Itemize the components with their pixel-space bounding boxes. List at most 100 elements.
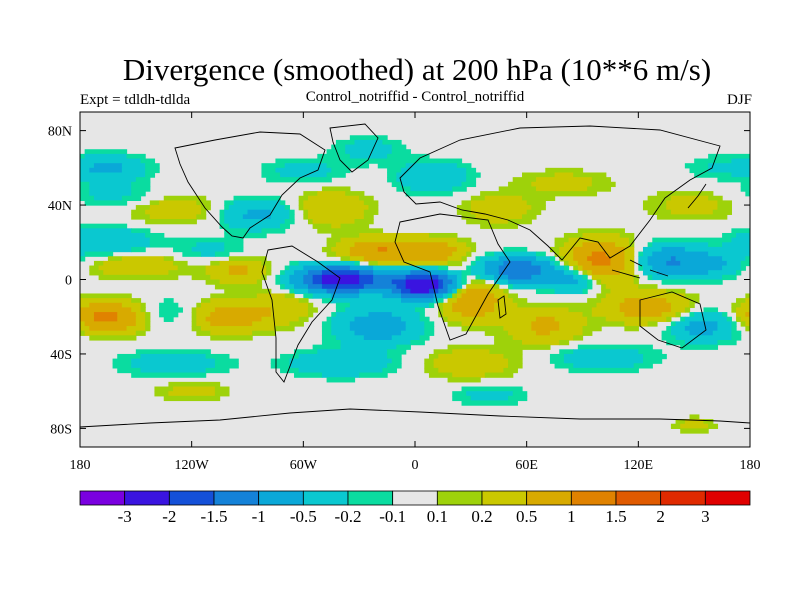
field-cell bbox=[377, 246, 388, 253]
field-cell bbox=[335, 302, 351, 309]
field-cell bbox=[722, 232, 737, 239]
field-cell bbox=[526, 209, 542, 215]
colorbar-swatch bbox=[660, 490, 706, 506]
field-cell bbox=[219, 219, 225, 225]
field-cell bbox=[526, 200, 546, 206]
field-cell bbox=[135, 205, 151, 211]
field-cell bbox=[452, 279, 458, 285]
field-cell bbox=[275, 158, 463, 164]
field-cell bbox=[89, 186, 132, 192]
field-cell bbox=[642, 265, 653, 271]
field-cell bbox=[173, 260, 188, 267]
field-cell bbox=[591, 177, 612, 183]
chart-title: Divergence (smoothed) at 200 hPa (10**6 … bbox=[122, 52, 712, 87]
field-cell bbox=[480, 223, 518, 229]
field-cell bbox=[387, 349, 407, 355]
field-cell bbox=[382, 293, 402, 299]
field-cell bbox=[633, 274, 639, 281]
field-cell bbox=[149, 200, 160, 206]
field-cell bbox=[205, 279, 221, 285]
field-cell bbox=[117, 316, 137, 322]
field-cell bbox=[205, 270, 230, 276]
field-cell bbox=[740, 265, 746, 271]
field-cell bbox=[554, 242, 565, 248]
field-cell bbox=[666, 205, 719, 211]
field-cell bbox=[591, 181, 616, 188]
field-cell bbox=[582, 312, 593, 318]
field-cell bbox=[689, 302, 695, 309]
field-cell bbox=[340, 339, 411, 346]
comparison-label: Control_notriffid - Control_notriffid bbox=[305, 89, 525, 105]
field-cell bbox=[200, 302, 309, 309]
field-cell bbox=[284, 163, 328, 169]
field-cell bbox=[494, 279, 509, 285]
field-cell bbox=[80, 167, 90, 174]
field-cell bbox=[261, 172, 281, 178]
field-cell bbox=[559, 349, 574, 355]
field-cell bbox=[196, 307, 216, 313]
field-cell bbox=[559, 339, 570, 346]
field-cell bbox=[196, 200, 211, 206]
field-cell bbox=[145, 219, 197, 225]
field-cell bbox=[368, 205, 379, 211]
field-cell bbox=[354, 330, 402, 336]
field-cell bbox=[80, 228, 132, 234]
field-cell bbox=[652, 251, 709, 257]
field-cell bbox=[438, 298, 444, 304]
field-cell bbox=[731, 228, 750, 234]
field-cell bbox=[480, 191, 598, 197]
field-cell bbox=[405, 163, 458, 169]
field-cell bbox=[554, 172, 574, 178]
colorbar-label: 0.1 bbox=[427, 507, 448, 526]
field-cell bbox=[168, 270, 207, 276]
field-cell bbox=[387, 246, 458, 253]
field-cell bbox=[466, 251, 472, 257]
field-cell bbox=[117, 312, 137, 318]
field-cell bbox=[466, 172, 481, 178]
field-cell bbox=[456, 293, 463, 299]
field-cell bbox=[303, 205, 370, 211]
field-cell bbox=[577, 228, 625, 234]
field-cell bbox=[326, 242, 337, 248]
field-cell bbox=[200, 298, 211, 304]
field-cell bbox=[349, 246, 379, 253]
field-cell bbox=[494, 302, 518, 309]
field-cell bbox=[573, 251, 593, 257]
field-cell bbox=[666, 298, 691, 304]
field-cell bbox=[359, 372, 388, 378]
field-cell bbox=[708, 163, 750, 169]
field-cell bbox=[224, 232, 267, 239]
field-cell bbox=[117, 353, 142, 360]
field-cell bbox=[573, 270, 579, 276]
field-cell bbox=[233, 200, 281, 206]
field-cell bbox=[736, 232, 750, 239]
field-cell bbox=[624, 260, 635, 267]
field-cell bbox=[563, 265, 570, 271]
field-cell bbox=[131, 298, 142, 304]
field-cell bbox=[317, 349, 388, 355]
field-cell bbox=[424, 358, 435, 364]
field-cell bbox=[452, 395, 472, 402]
field-cell bbox=[647, 195, 672, 201]
field-cell bbox=[591, 251, 607, 257]
field-cell bbox=[535, 316, 556, 322]
field-cell bbox=[121, 195, 142, 201]
field-cell bbox=[289, 214, 295, 220]
field-cell bbox=[582, 265, 625, 271]
field-cell bbox=[80, 326, 90, 332]
field-cell bbox=[447, 321, 463, 327]
field-cell bbox=[377, 260, 449, 267]
field-cell bbox=[549, 330, 584, 336]
field-cell bbox=[140, 367, 207, 374]
field-cell bbox=[438, 279, 444, 285]
field-cell bbox=[535, 330, 551, 336]
field-cell bbox=[284, 293, 295, 299]
field-cell bbox=[675, 335, 732, 341]
field-cell bbox=[535, 288, 556, 295]
field-cell bbox=[652, 242, 709, 248]
field-cell bbox=[326, 163, 370, 169]
field-cell bbox=[470, 246, 477, 253]
field-cell bbox=[196, 321, 211, 327]
field-cell bbox=[610, 260, 625, 267]
field-cell bbox=[638, 251, 644, 257]
